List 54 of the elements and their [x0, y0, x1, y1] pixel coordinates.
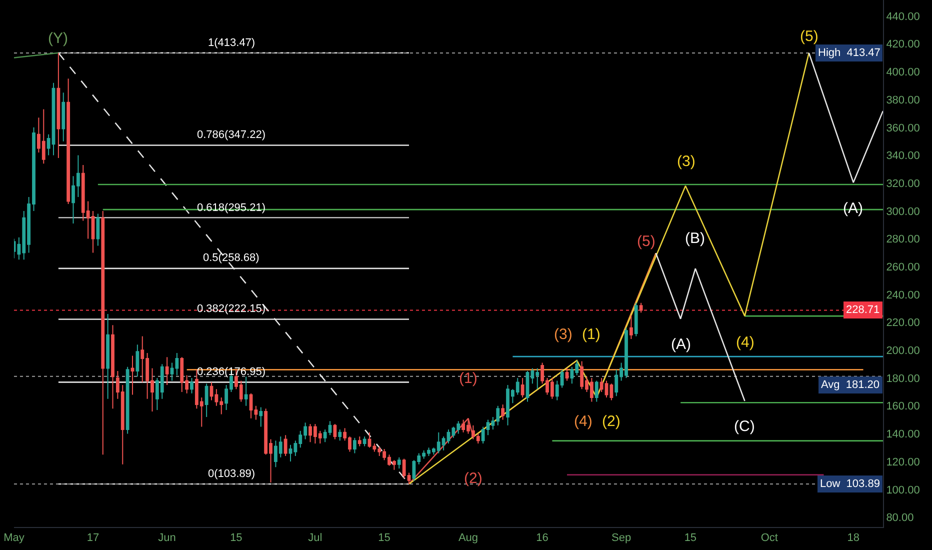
annotation: 0(103.89) — [208, 468, 256, 480]
x-tick-label: May — [4, 532, 25, 544]
annotation: (3) — [554, 326, 572, 343]
y-tick-label: 160.00 — [886, 400, 920, 413]
y-tick-label: 380.00 — [886, 94, 920, 106]
y-tick-label: 320.00 — [886, 178, 920, 190]
annotation: 1(413.47) — [208, 37, 256, 49]
annotation: (2) — [602, 413, 620, 430]
x-tick-label: Oct — [760, 532, 778, 544]
annotation: (4) — [736, 334, 754, 351]
annotation: (B) — [685, 230, 705, 247]
y-tick-label: 340.00 — [886, 150, 920, 162]
y-tick-label: 180.00 — [886, 372, 920, 385]
x-tick-label: 17 — [86, 532, 100, 544]
ref-line-label: Avg 181.20 — [821, 379, 880, 391]
ref-line-label: High 413.47 — [818, 47, 880, 59]
annotation: 0.786(347.22) — [197, 129, 266, 141]
x-tick-label: 15 — [378, 532, 390, 544]
x-tick-label: Aug — [458, 532, 478, 544]
annotation: (5) — [800, 28, 818, 45]
y-tick-label: 200.00 — [886, 345, 920, 358]
y-tick-label: 400.00 — [886, 66, 920, 79]
annotation: (1) — [582, 326, 600, 343]
y-tick-label: 360.00 — [886, 122, 920, 134]
y-tick-label: 300.00 — [886, 206, 920, 218]
x-tick-label: 15 — [230, 532, 242, 544]
y-tick-label: 240.00 — [886, 289, 920, 302]
annotation: (3) — [677, 153, 696, 170]
x-tick-label: 15 — [684, 532, 697, 544]
annotation: 0.5(258.68) — [203, 252, 260, 264]
y-tick-label: 140.00 — [886, 428, 920, 441]
x-tick-label: Jun — [158, 532, 176, 544]
y-tick-label: 260.00 — [886, 261, 920, 274]
annotation: (C) — [734, 418, 755, 435]
ref-line-label: 228.71 — [846, 304, 880, 316]
annotation: (2) — [464, 470, 482, 487]
y-tick-label: 280.00 — [886, 234, 920, 246]
x-tick-label: Sep — [612, 532, 632, 544]
x-tick-label: 16 — [536, 532, 548, 544]
annotation: (4) — [574, 413, 592, 430]
annotation: (A) — [671, 336, 691, 353]
y-tick-label: 220.00 — [886, 317, 920, 330]
annotation: (Y) — [48, 30, 68, 47]
x-tick-label: Jul — [308, 532, 322, 544]
annotation: (1) — [459, 370, 478, 387]
y-tick-label: 100.00 — [886, 484, 920, 496]
annotation: 0.382(222.15) — [197, 303, 266, 315]
y-tick-label: 440.00 — [886, 10, 920, 23]
y-tick-label: 120.00 — [886, 456, 920, 468]
y-tick-label: 80.00 — [886, 512, 914, 524]
x-tick-label: 18 — [847, 532, 860, 544]
annotation: (5) — [637, 233, 656, 250]
y-tick-label: 420.00 — [886, 38, 920, 51]
ref-line-label: Low 103.89 — [820, 478, 880, 490]
